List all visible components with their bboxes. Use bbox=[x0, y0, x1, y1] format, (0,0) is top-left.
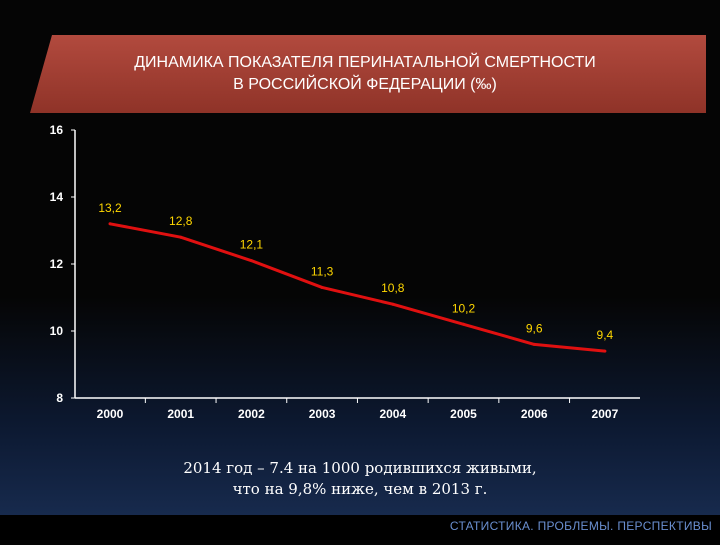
chart-title-line-1: ДИНАМИКА ПОКАЗАТЕЛЯ ПЕРИНАТАЛЬНОЙ СМЕРТН… bbox=[134, 54, 596, 71]
y-tick-label: 14 bbox=[50, 190, 64, 204]
chart-title: ДИНАМИКА ПОКАЗАТЕЛЯ ПЕРИНАТАЛЬНОЙ СМЕРТН… bbox=[60, 52, 670, 96]
y-tick-label: 12 bbox=[50, 257, 64, 271]
y-tick-label: 16 bbox=[50, 123, 64, 137]
data-point bbox=[462, 322, 465, 326]
data-point bbox=[603, 349, 607, 353]
data-label: 9,6 bbox=[526, 321, 543, 335]
x-tick-label: 2005 bbox=[450, 407, 477, 421]
data-label: 10,2 bbox=[452, 301, 476, 315]
data-point bbox=[532, 342, 536, 346]
x-tick-label: 2000 bbox=[97, 407, 124, 421]
data-point bbox=[179, 235, 183, 239]
data-point bbox=[320, 285, 324, 289]
series-line bbox=[109, 222, 606, 353]
note-line-2: что на 9,8% ниже, чем в 2013 г. bbox=[232, 480, 488, 498]
footer-bar bbox=[0, 515, 720, 540]
x-tick-label: 2007 bbox=[592, 407, 619, 421]
x-tick-label: 2002 bbox=[238, 407, 265, 421]
x-tick-label: 2004 bbox=[379, 407, 406, 421]
data-point bbox=[249, 259, 253, 263]
note-text: 2014 год – 7.4 на 1000 родившихся живыми… bbox=[120, 458, 600, 500]
x-tick-label: 2006 bbox=[521, 407, 548, 421]
note-line-1: 2014 год – 7.4 на 1000 родившихся живыми… bbox=[183, 459, 537, 477]
data-point bbox=[391, 302, 395, 306]
footer-text: СТАТИСТИКА. ПРОБЛЕМЫ. ПЕРСПЕКТИВЫ bbox=[449, 519, 712, 533]
chart-title-line-2: В РОССИЙСКОЙ ФЕДЕРАЦИИ (‰) bbox=[233, 76, 497, 93]
data-label: 12,1 bbox=[240, 238, 264, 252]
data-label: 11,3 bbox=[311, 264, 334, 278]
data-label: 9,4 bbox=[597, 328, 614, 342]
y-tick-label: 8 bbox=[56, 391, 63, 405]
x-tick-label: 2001 bbox=[167, 407, 194, 421]
y-tick-label: 10 bbox=[50, 324, 64, 338]
x-tick-label: 2003 bbox=[309, 407, 336, 421]
data-label: 10,8 bbox=[381, 281, 405, 295]
title-banner bbox=[30, 35, 706, 113]
data-point bbox=[108, 222, 112, 226]
data-label: 12,8 bbox=[169, 214, 193, 228]
data-label: 13,2 bbox=[98, 201, 122, 215]
